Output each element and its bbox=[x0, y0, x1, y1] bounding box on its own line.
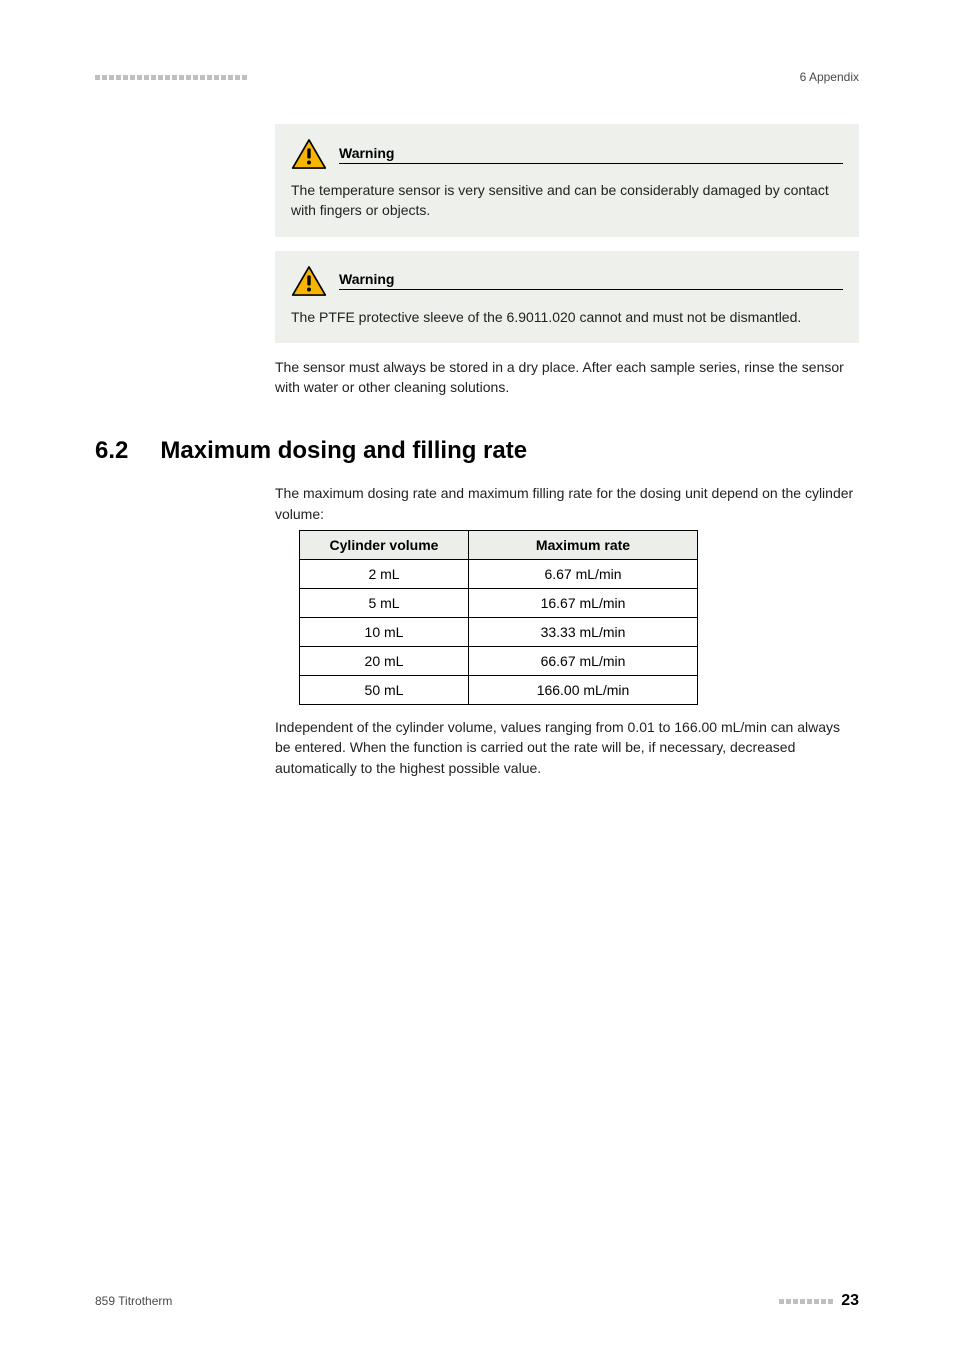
header-section-label: 6 Appendix bbox=[800, 70, 859, 84]
page: 6 Appendix Warning The temperature senso… bbox=[0, 0, 954, 1350]
rate-table: Cylinder volume Maximum rate 2 mL 6.67 m… bbox=[299, 530, 698, 705]
warning-callout: Warning The PTFE protective sleeve of th… bbox=[275, 251, 859, 343]
page-footer: 859 Titrotherm 23 bbox=[95, 1292, 859, 1310]
section-intro: The maximum dosing rate and maximum fill… bbox=[275, 483, 859, 524]
table-cell: 50 mL bbox=[300, 676, 469, 705]
callout-body: The PTFE protective sleeve of the 6.9011… bbox=[291, 307, 843, 327]
footer-marks bbox=[779, 1299, 833, 1304]
section-title: Maximum dosing and filling rate bbox=[160, 437, 527, 465]
warning-icon bbox=[291, 138, 327, 170]
section-number: 6.2 bbox=[95, 437, 128, 465]
table-cell: 20 mL bbox=[300, 647, 469, 676]
table-cell: 6.67 mL/min bbox=[469, 560, 698, 589]
page-header: 6 Appendix bbox=[95, 70, 859, 84]
footer-product-label: 859 Titrotherm bbox=[95, 1294, 172, 1308]
callout-header: Warning bbox=[291, 265, 843, 297]
warning-icon bbox=[291, 265, 327, 297]
callout-title: Warning bbox=[339, 271, 843, 290]
content-block-section: The maximum dosing rate and maximum fill… bbox=[275, 483, 859, 805]
table-header-row: Cylinder volume Maximum rate bbox=[300, 531, 698, 560]
callout-header: Warning bbox=[291, 138, 843, 170]
table-cell: 2 mL bbox=[300, 560, 469, 589]
table-cell: 5 mL bbox=[300, 589, 469, 618]
table-cell: 166.00 mL/min bbox=[469, 676, 698, 705]
table-header-cell: Maximum rate bbox=[469, 531, 698, 560]
header-marks bbox=[95, 75, 247, 80]
section-heading: 6.2 Maximum dosing and filling rate bbox=[95, 437, 859, 465]
table-row: 10 mL 33.33 mL/min bbox=[300, 618, 698, 647]
callout-body: The temperature sensor is very sensitive… bbox=[291, 180, 843, 221]
callout-title: Warning bbox=[339, 145, 843, 164]
table-cell: 66.67 mL/min bbox=[469, 647, 698, 676]
paragraph: The sensor must always be stored in a dr… bbox=[275, 357, 859, 398]
table-row: 2 mL 6.67 mL/min bbox=[300, 560, 698, 589]
table-cell: 33.33 mL/min bbox=[469, 618, 698, 647]
table-row: 50 mL 166.00 mL/min bbox=[300, 676, 698, 705]
warning-callout: Warning The temperature sensor is very s… bbox=[275, 124, 859, 237]
table-cell: 10 mL bbox=[300, 618, 469, 647]
section-outro: Independent of the cylinder volume, valu… bbox=[275, 717, 859, 778]
table-header-cell: Cylinder volume bbox=[300, 531, 469, 560]
content-block-callouts: Warning The temperature sensor is very s… bbox=[275, 124, 859, 425]
table-cell: 16.67 mL/min bbox=[469, 589, 698, 618]
table-row: 20 mL 66.67 mL/min bbox=[300, 647, 698, 676]
page-number: 23 bbox=[841, 1292, 859, 1310]
table-row: 5 mL 16.67 mL/min bbox=[300, 589, 698, 618]
footer-right: 23 bbox=[779, 1292, 859, 1310]
